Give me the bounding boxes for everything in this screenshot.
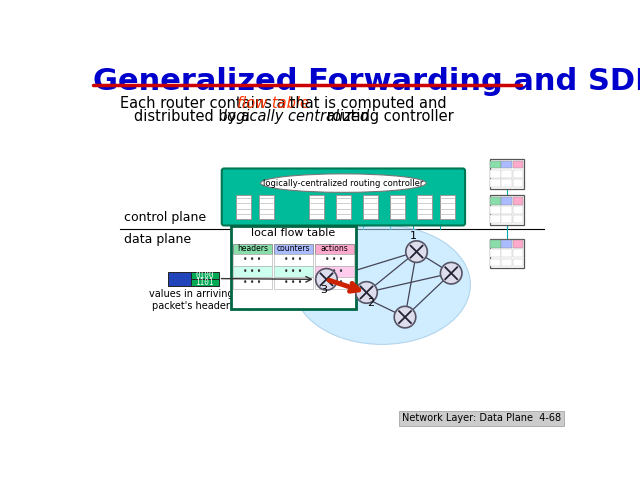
Bar <box>501 179 512 187</box>
Bar <box>490 239 524 268</box>
Text: logically-centralized routing controller: logically-centralized routing controller <box>263 179 424 188</box>
FancyBboxPatch shape <box>221 168 465 226</box>
Bar <box>490 159 524 189</box>
Text: • • •: • • • <box>243 255 261 264</box>
Bar <box>232 244 272 254</box>
Bar <box>232 277 272 288</box>
Text: • • •: • • • <box>243 267 261 276</box>
Circle shape <box>356 282 378 303</box>
Bar <box>501 197 512 204</box>
Text: counters: counters <box>276 244 310 253</box>
Bar <box>501 240 512 248</box>
Text: data plane: data plane <box>124 233 191 246</box>
Bar <box>315 265 354 277</box>
Text: • • •: • • • <box>284 255 303 264</box>
Circle shape <box>440 263 462 284</box>
Bar <box>336 195 351 219</box>
Circle shape <box>406 241 428 263</box>
Bar <box>273 244 313 254</box>
Bar <box>259 195 274 219</box>
Bar <box>513 216 523 223</box>
Bar <box>390 195 405 219</box>
Text: 1: 1 <box>410 230 417 240</box>
Bar <box>490 206 500 214</box>
Bar <box>273 265 313 277</box>
Bar <box>417 195 432 219</box>
Bar <box>363 195 378 219</box>
Bar <box>501 249 512 257</box>
Circle shape <box>394 306 416 328</box>
Bar <box>490 249 500 257</box>
Circle shape <box>316 269 337 290</box>
Text: Each router contains a: Each router contains a <box>120 96 290 111</box>
Text: 3: 3 <box>320 285 327 295</box>
Bar <box>236 195 251 219</box>
Text: that is computed and: that is computed and <box>285 96 447 111</box>
Bar <box>168 272 191 286</box>
Bar <box>440 195 455 219</box>
Bar <box>501 161 512 168</box>
Text: headers: headers <box>237 244 268 253</box>
Bar <box>513 249 523 257</box>
Polygon shape <box>247 269 330 312</box>
Text: Generalized Forwarding and SDN: Generalized Forwarding and SDN <box>93 67 640 96</box>
Text: logically centralized: logically centralized <box>223 109 369 124</box>
Bar <box>501 206 512 214</box>
Bar <box>490 259 500 266</box>
Bar <box>501 259 512 266</box>
Bar <box>501 170 512 178</box>
Bar <box>490 216 500 223</box>
Bar <box>273 277 313 288</box>
Text: 2: 2 <box>367 298 374 308</box>
Text: 1101: 1101 <box>196 277 214 287</box>
Bar <box>315 244 354 254</box>
Bar <box>490 170 500 178</box>
Bar <box>490 195 524 225</box>
Bar <box>232 265 272 277</box>
Text: values in arriving
packet's header: values in arriving packet's header <box>148 289 233 311</box>
Bar <box>513 161 523 168</box>
Bar <box>513 206 523 214</box>
Bar <box>490 240 500 248</box>
Text: local flow table: local flow table <box>252 228 335 238</box>
Text: • • •: • • • <box>284 278 303 288</box>
Bar <box>308 195 324 219</box>
Text: control plane: control plane <box>124 211 206 224</box>
Text: • • •: • • • <box>243 278 261 288</box>
Ellipse shape <box>260 174 426 192</box>
Bar <box>501 216 512 223</box>
Text: Network Layer: Data Plane  4-68: Network Layer: Data Plane 4-68 <box>402 413 561 423</box>
Text: 0100: 0100 <box>196 271 214 280</box>
Bar <box>513 240 523 248</box>
Ellipse shape <box>293 225 470 345</box>
Bar <box>315 254 354 265</box>
Text: • • •: • • • <box>325 278 344 288</box>
Text: • • •: • • • <box>325 267 344 276</box>
FancyBboxPatch shape <box>231 226 356 309</box>
Bar <box>513 197 523 204</box>
Bar <box>513 259 523 266</box>
Bar <box>490 197 500 204</box>
Bar <box>315 277 354 288</box>
Bar <box>490 179 500 187</box>
Bar <box>513 179 523 187</box>
Bar <box>273 254 313 265</box>
Text: • • •: • • • <box>325 255 344 264</box>
Text: flow table: flow table <box>237 96 309 111</box>
Text: distributed by a: distributed by a <box>134 109 255 124</box>
Bar <box>513 170 523 178</box>
Bar <box>191 272 219 278</box>
Text: routing controller: routing controller <box>322 109 454 124</box>
Bar <box>490 161 500 168</box>
Bar <box>191 278 219 286</box>
Bar <box>232 254 272 265</box>
Text: actions: actions <box>321 244 348 253</box>
Text: • • •: • • • <box>284 267 303 276</box>
